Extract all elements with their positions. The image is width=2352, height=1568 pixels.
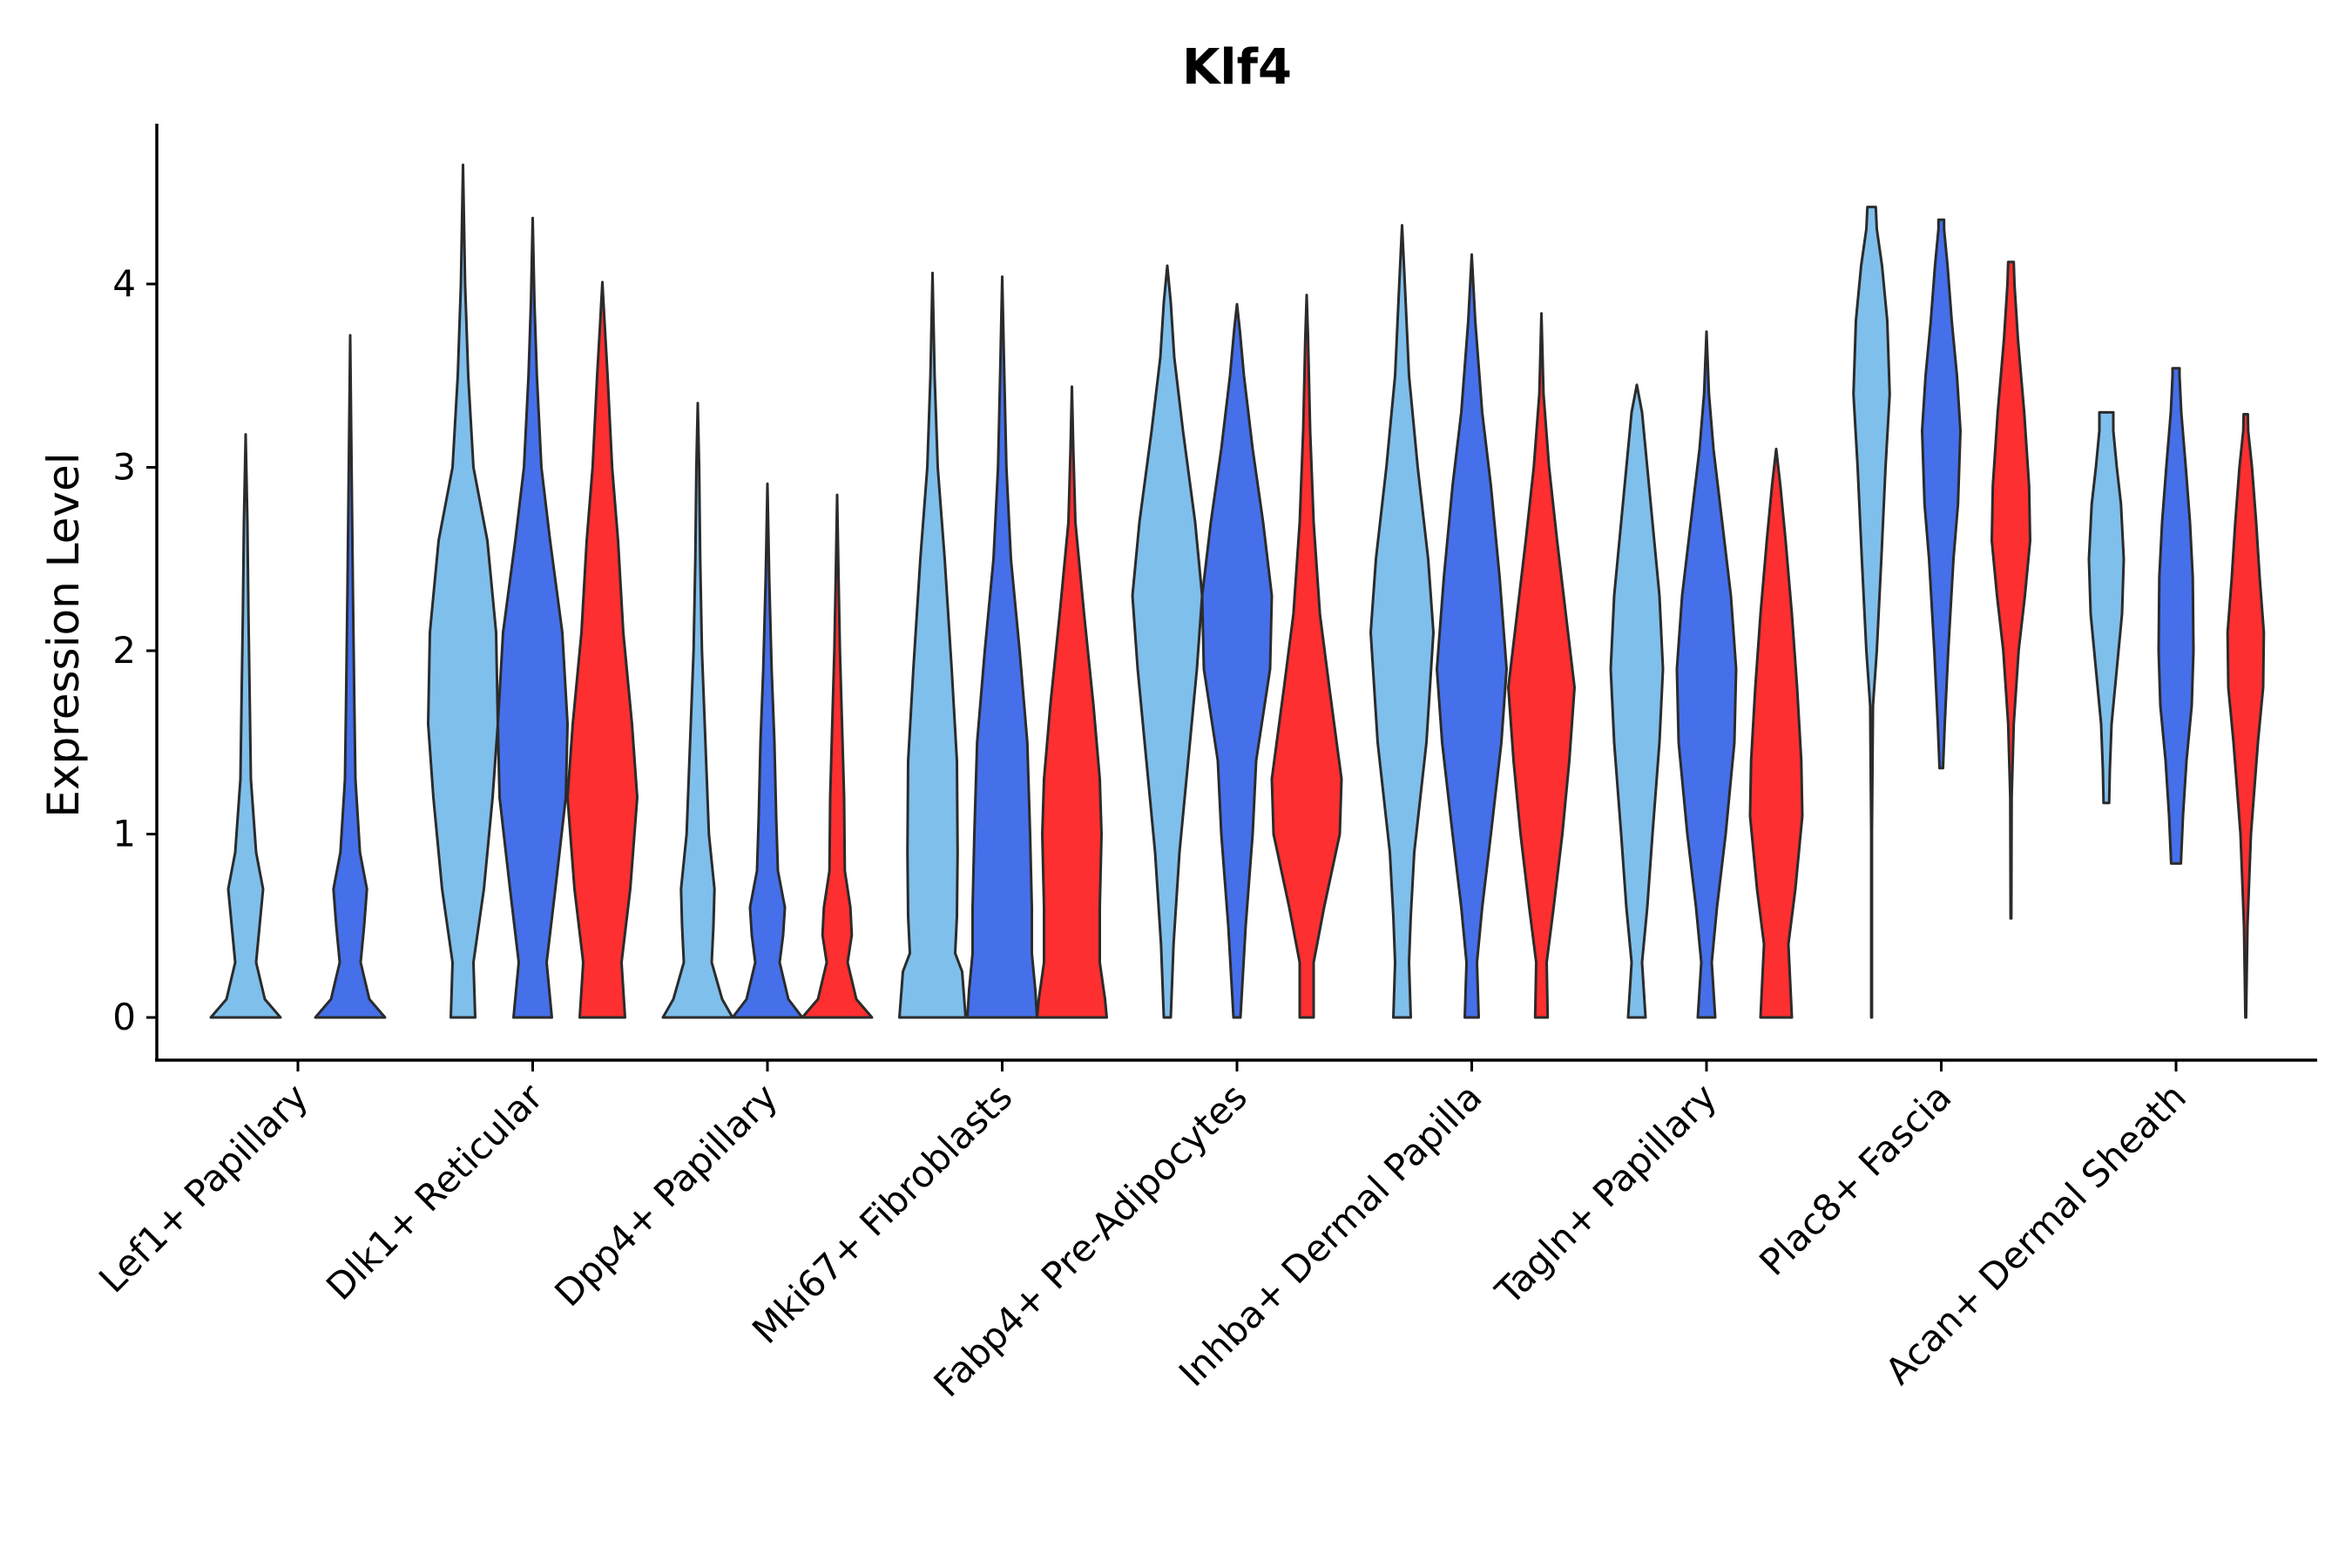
y-ticks: 0 1 2 3 4 xyxy=(112,262,157,1038)
x-tick-label: Plac8+ Fascia xyxy=(1751,1075,1959,1283)
violin-5-condition-3 xyxy=(1270,294,1343,1019)
x-tick-label: Dlk1+ Reticular xyxy=(318,1075,551,1308)
violin-8-condition-2 xyxy=(1921,218,1962,770)
violin-5-condition-1 xyxy=(1131,264,1204,1019)
y-tick-label: 2 xyxy=(112,629,136,672)
violin-7-condition-3 xyxy=(1748,447,1804,1019)
violin-3-condition-1 xyxy=(661,402,734,1019)
violin-8-condition-3 xyxy=(1990,260,2031,920)
x-tick-label: Mki67+ Fibroblasts xyxy=(744,1075,1020,1351)
violin-9-condition-2 xyxy=(2157,367,2195,865)
violin-3-condition-3 xyxy=(801,493,874,1019)
violin-2-condition-3 xyxy=(566,280,639,1019)
violin-3-condition-2 xyxy=(731,482,804,1019)
violin-4-condition-3 xyxy=(1036,385,1108,1019)
violin-4-condition-1 xyxy=(898,271,967,1019)
y-tick-label: 4 xyxy=(112,262,136,305)
violin-6-condition-2 xyxy=(1436,253,1508,1019)
y-tick-label: 3 xyxy=(112,446,136,489)
violin-4-condition-2 xyxy=(966,275,1038,1019)
x-tick-label: Tagln+ Papillary xyxy=(1487,1075,1725,1313)
violin-6-condition-1 xyxy=(1369,224,1435,1019)
violin-6-condition-3 xyxy=(1507,312,1576,1019)
violin-5-condition-2 xyxy=(1200,302,1274,1019)
violin-2-condition-1 xyxy=(427,163,499,1019)
violin-7-condition-1 xyxy=(1609,383,1665,1019)
x-tick-label: Lef1+ Papillary xyxy=(91,1075,316,1301)
chart-title: Klf4 xyxy=(1182,39,1292,96)
violins-layer xyxy=(209,163,2266,1019)
y-tick-label: 1 xyxy=(112,813,136,855)
violin-1-condition-2 xyxy=(314,334,387,1019)
x-tick-label: Dpp4+ Papillary xyxy=(546,1075,786,1315)
violin-8-condition-1 xyxy=(1852,206,1891,1019)
violin-9-condition-1 xyxy=(2087,410,2126,805)
y-axis-label: Expression Level xyxy=(38,452,89,817)
violin-9-condition-3 xyxy=(2226,413,2266,1019)
violin-7-condition-2 xyxy=(1675,330,1738,1019)
violin-2-condition-2 xyxy=(497,216,569,1019)
y-tick-label: 0 xyxy=(112,996,136,1038)
violin-1-condition-1 xyxy=(209,433,282,1019)
